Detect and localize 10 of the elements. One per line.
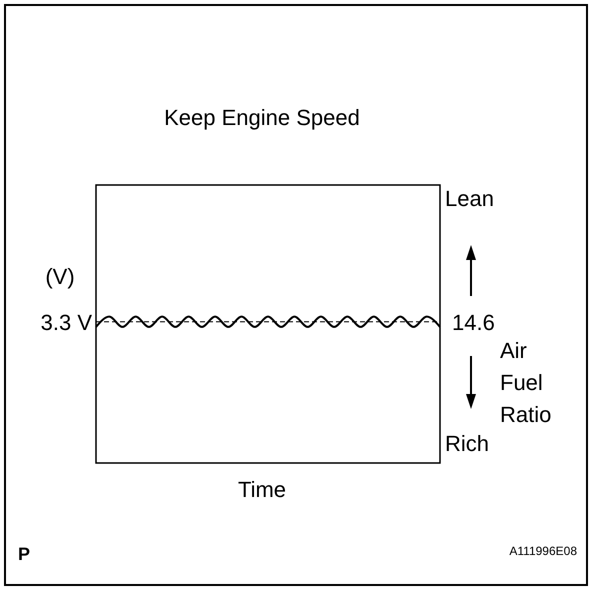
chart-title: Keep Engine Speed: [164, 105, 360, 130]
ref-line-label: 3.3 V: [40, 310, 92, 335]
y-axis-title: (V): [45, 264, 75, 289]
text: Rich: [445, 431, 490, 456]
x-axis-title: Time: [238, 477, 286, 502]
text: Lean: [445, 186, 494, 211]
y2-axis-title: Air Fuel Ratio: [500, 338, 552, 427]
text: 14.6: [452, 310, 495, 335]
text: P: [18, 544, 30, 564]
text: A111996E08: [509, 544, 578, 558]
